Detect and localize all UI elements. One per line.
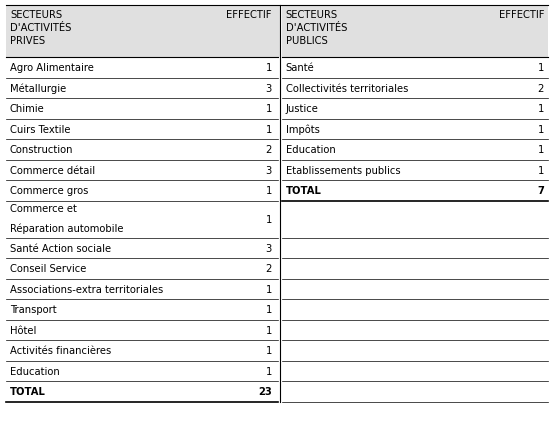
Text: 2: 2 (537, 84, 544, 94)
Text: SECTEURS
D'ACTIVITÉS
PRIVES: SECTEURS D'ACTIVITÉS PRIVES (10, 10, 71, 46)
Text: Chimie: Chimie (10, 104, 45, 114)
Text: 1: 1 (537, 145, 544, 155)
Text: 1: 1 (537, 104, 544, 114)
Text: Associations-extra territoriales: Associations-extra territoriales (10, 284, 163, 294)
Text: Conseil Service: Conseil Service (10, 264, 86, 274)
Text: 3: 3 (265, 84, 272, 94)
Text: Construction: Construction (10, 145, 74, 155)
Text: Etablissements publics: Etablissements publics (286, 166, 401, 175)
Text: EFFECTIF: EFFECTIF (499, 10, 544, 20)
Text: 2: 2 (265, 264, 272, 274)
Text: 1: 1 (265, 104, 272, 114)
Text: 1: 1 (265, 304, 272, 314)
Text: Commerce et: Commerce et (10, 204, 77, 214)
Text: Commerce gros: Commerce gros (10, 186, 89, 196)
Text: Commerce détail: Commerce détail (10, 166, 95, 175)
Bar (282, 6, 548, 58)
Text: TOTAL: TOTAL (10, 386, 46, 396)
Text: Réparation automobile: Réparation automobile (10, 223, 124, 234)
Text: 1: 1 (537, 124, 544, 134)
Bar (6, 6, 280, 58)
Text: Métallurgie: Métallurgie (10, 83, 66, 94)
Text: Education: Education (286, 145, 336, 155)
Text: 1: 1 (265, 325, 272, 335)
Text: Santé: Santé (286, 63, 315, 73)
Text: Hôtel: Hôtel (10, 325, 37, 335)
Text: 23: 23 (258, 386, 272, 396)
Text: 1: 1 (537, 63, 544, 73)
Text: 2: 2 (265, 145, 272, 155)
Text: Agro Alimentaire: Agro Alimentaire (10, 63, 94, 73)
Text: 1: 1 (265, 215, 272, 225)
Text: 1: 1 (537, 166, 544, 175)
Text: Santé Action sociale: Santé Action sociale (10, 243, 111, 253)
Text: 7: 7 (537, 186, 544, 196)
Text: Justice: Justice (286, 104, 319, 114)
Text: Cuirs Textile: Cuirs Textile (10, 124, 70, 134)
Text: EFFECTIF: EFFECTIF (226, 10, 272, 20)
Text: SECTEURS
D'ACTIVITÉS
PUBLICS: SECTEURS D'ACTIVITÉS PUBLICS (286, 10, 347, 46)
Text: Activités financières: Activités financières (10, 346, 111, 356)
Text: 3: 3 (265, 166, 272, 175)
Text: 1: 1 (265, 124, 272, 134)
Text: Education: Education (10, 366, 60, 376)
Text: Impôts: Impôts (286, 124, 320, 135)
Text: 1: 1 (265, 186, 272, 196)
Text: TOTAL: TOTAL (286, 186, 322, 196)
Text: 1: 1 (265, 346, 272, 356)
Text: 3: 3 (265, 243, 272, 253)
Text: Collectivités territoriales: Collectivités territoriales (286, 84, 408, 94)
Text: 1: 1 (265, 63, 272, 73)
Text: Transport: Transport (10, 304, 57, 314)
Text: 1: 1 (265, 366, 272, 376)
Text: 1: 1 (265, 284, 272, 294)
